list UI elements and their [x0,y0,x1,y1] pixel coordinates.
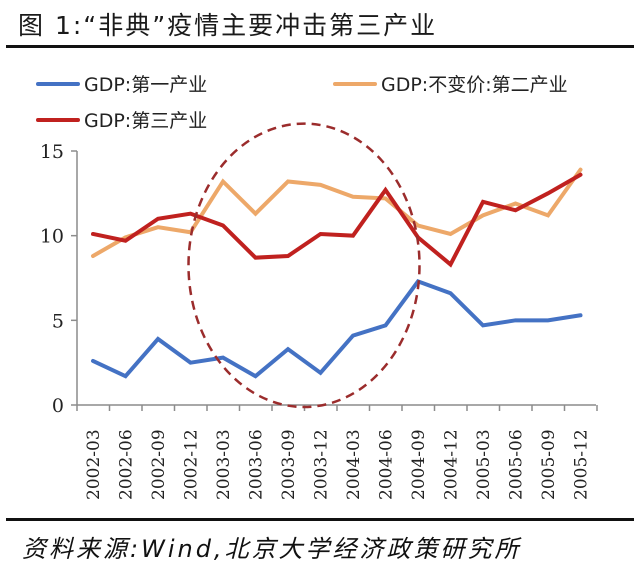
legend-item-secondary: GDP:不变价:第二产业 [333,70,568,97]
x-tick-label: 2005-09 [539,429,559,500]
x-tick-label: 2004-09 [409,429,429,500]
tertiary-industry-line [91,172,583,268]
x-tick-label: 2002-03 [84,429,104,500]
x-tick-label: 2003-06 [247,429,267,500]
title-divider [6,45,634,48]
legend-label-tertiary: GDP:第三产业 [84,110,208,132]
y-tick-label: 15 [40,141,64,163]
x-tick-label: 2003-09 [279,429,299,500]
x-tick-label: 2005-12 [572,429,592,500]
x-tick-label: 2002-12 [182,429,202,500]
x-tick-label: 2004-12 [442,429,462,500]
primary-industry-line [91,278,583,379]
legend-item-primary: GDP:第一产业 [36,70,207,97]
legend-label-secondary: GDP:不变价:第二产业 [381,74,568,96]
line-chart: 0 5 10 15 2002-03 2002-06 2002-09 2002-12 2003-0… [40,122,598,500]
legend-swatch-tertiary [36,117,80,122]
source-divider [6,518,634,521]
x-tick-label: 2003-12 [312,429,332,500]
legend-swatch-primary [36,81,80,86]
x-tick-label: 2003-03 [214,429,234,500]
x-tick-label: 2004-03 [344,429,364,500]
x-tick-label: 2005-03 [474,429,494,500]
legend-swatch-secondary [333,81,377,86]
legend-label-primary: GDP:第一产业 [84,74,208,96]
x-tick-label: 2002-06 [117,429,137,500]
x-tick-label: 2002-09 [149,429,169,500]
secondary-industry-line [91,167,583,258]
legend-item-tertiary: GDP:第三产业 [36,106,207,133]
source-note: 资料来源:Wind,北京大学经济政策研究所 [22,535,522,563]
figure-title: 图 1:“非典”疫情主要冲击第三产业 [18,11,438,40]
x-tick-label: 2005-06 [507,429,527,500]
x-tick-label: 2004-06 [377,429,397,500]
y-tick-label: 5 [52,310,64,332]
y-tick-label: 10 [40,226,64,248]
y-tick-label: 0 [52,395,64,417]
highlight-ellipse [187,122,421,409]
